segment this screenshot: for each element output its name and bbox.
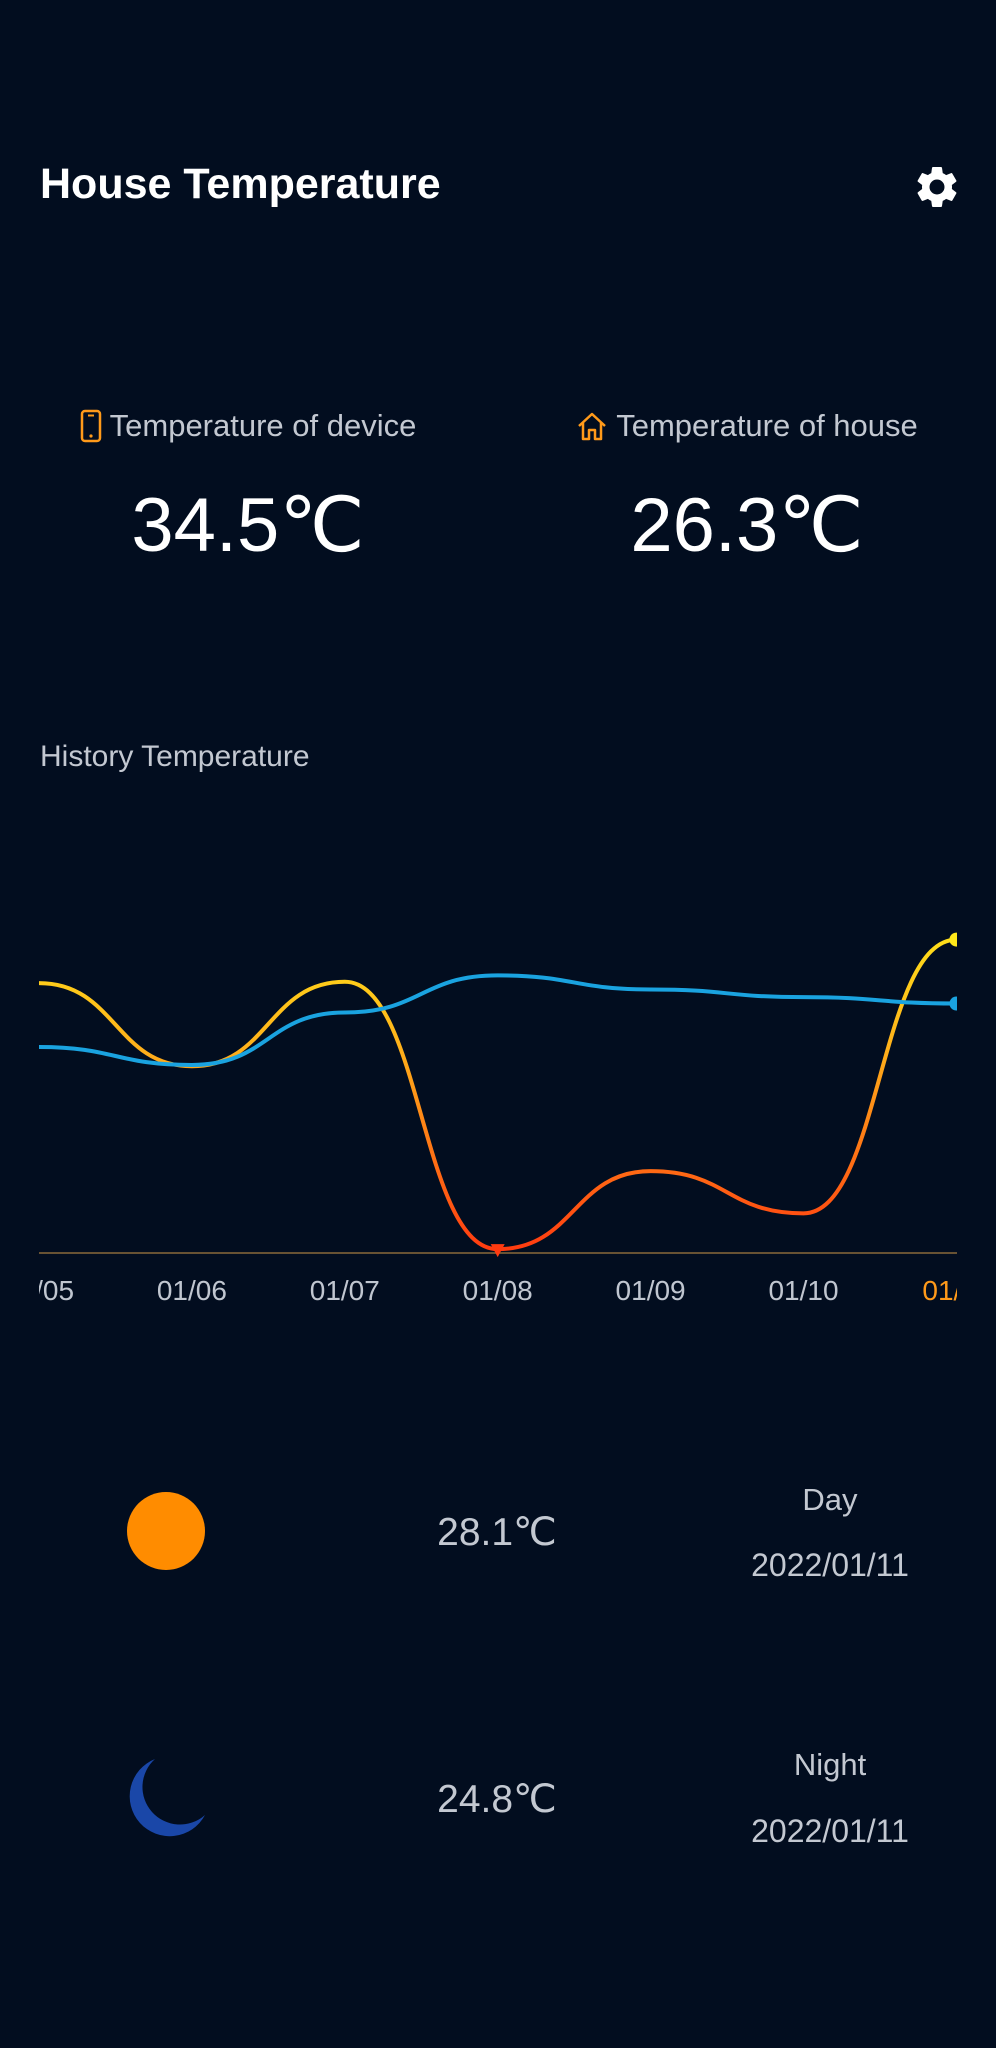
house-temperature-label: Temperature of house (616, 408, 918, 443)
house-series-line (39, 973, 957, 1067)
history-title: History Temperature (40, 740, 310, 773)
x-tick-label[interactable]: 01/09 (616, 1275, 686, 1306)
house-icon (578, 412, 607, 441)
x-tick-label[interactable]: 01/05 (4, 1275, 74, 1306)
x-tick-label[interactable]: 01/11 (922, 1275, 990, 1306)
x-tick-label[interactable]: 01/08 (463, 1275, 533, 1306)
moon-icon (129, 1759, 205, 1837)
night-row: 24.8℃ Night 2022/01/11 (0, 1727, 996, 1867)
page-title: House Temperature (40, 160, 441, 208)
sun-icon (127, 1492, 205, 1570)
gear-icon (917, 166, 957, 207)
house-temperature-card: Temperature of house 26.3℃ (507, 408, 987, 569)
x-tick-label[interactable]: 01/06 (157, 1275, 227, 1306)
device-temperature-card: Temperature of device 34.5℃ (8, 408, 488, 569)
night-temperature: 24.8℃ (437, 1778, 557, 1821)
x-tick-label[interactable]: 01/10 (768, 1275, 838, 1306)
device-temperature-label: Temperature of device (109, 408, 417, 443)
device-last-point[interactable] (949, 932, 963, 947)
settings-button[interactable] (912, 162, 962, 212)
night-date: 2022/01/11 (751, 1813, 909, 1849)
day-row: 28.1℃ Day 2022/01/11 (0, 1462, 996, 1602)
day-date: 2022/01/11 (751, 1547, 909, 1583)
day-temperature: 28.1℃ (437, 1511, 557, 1554)
device-min-marker[interactable] (490, 1244, 505, 1258)
device-series-line (39, 937, 957, 1252)
house-temperature-value: 26.3℃ (630, 483, 864, 568)
device-temperature-value: 34.5℃ (131, 483, 365, 568)
house-last-point[interactable] (949, 996, 963, 1011)
day-label: Day (802, 1482, 858, 1517)
night-label: Night (793, 1747, 867, 1782)
phone-icon (80, 409, 101, 443)
history-chart[interactable]: 01/05 01/06 01/07 01/08 01/09 01/10 01/11 (0, 0, 996, 1400)
x-tick-label[interactable]: 01/07 (310, 1275, 380, 1306)
